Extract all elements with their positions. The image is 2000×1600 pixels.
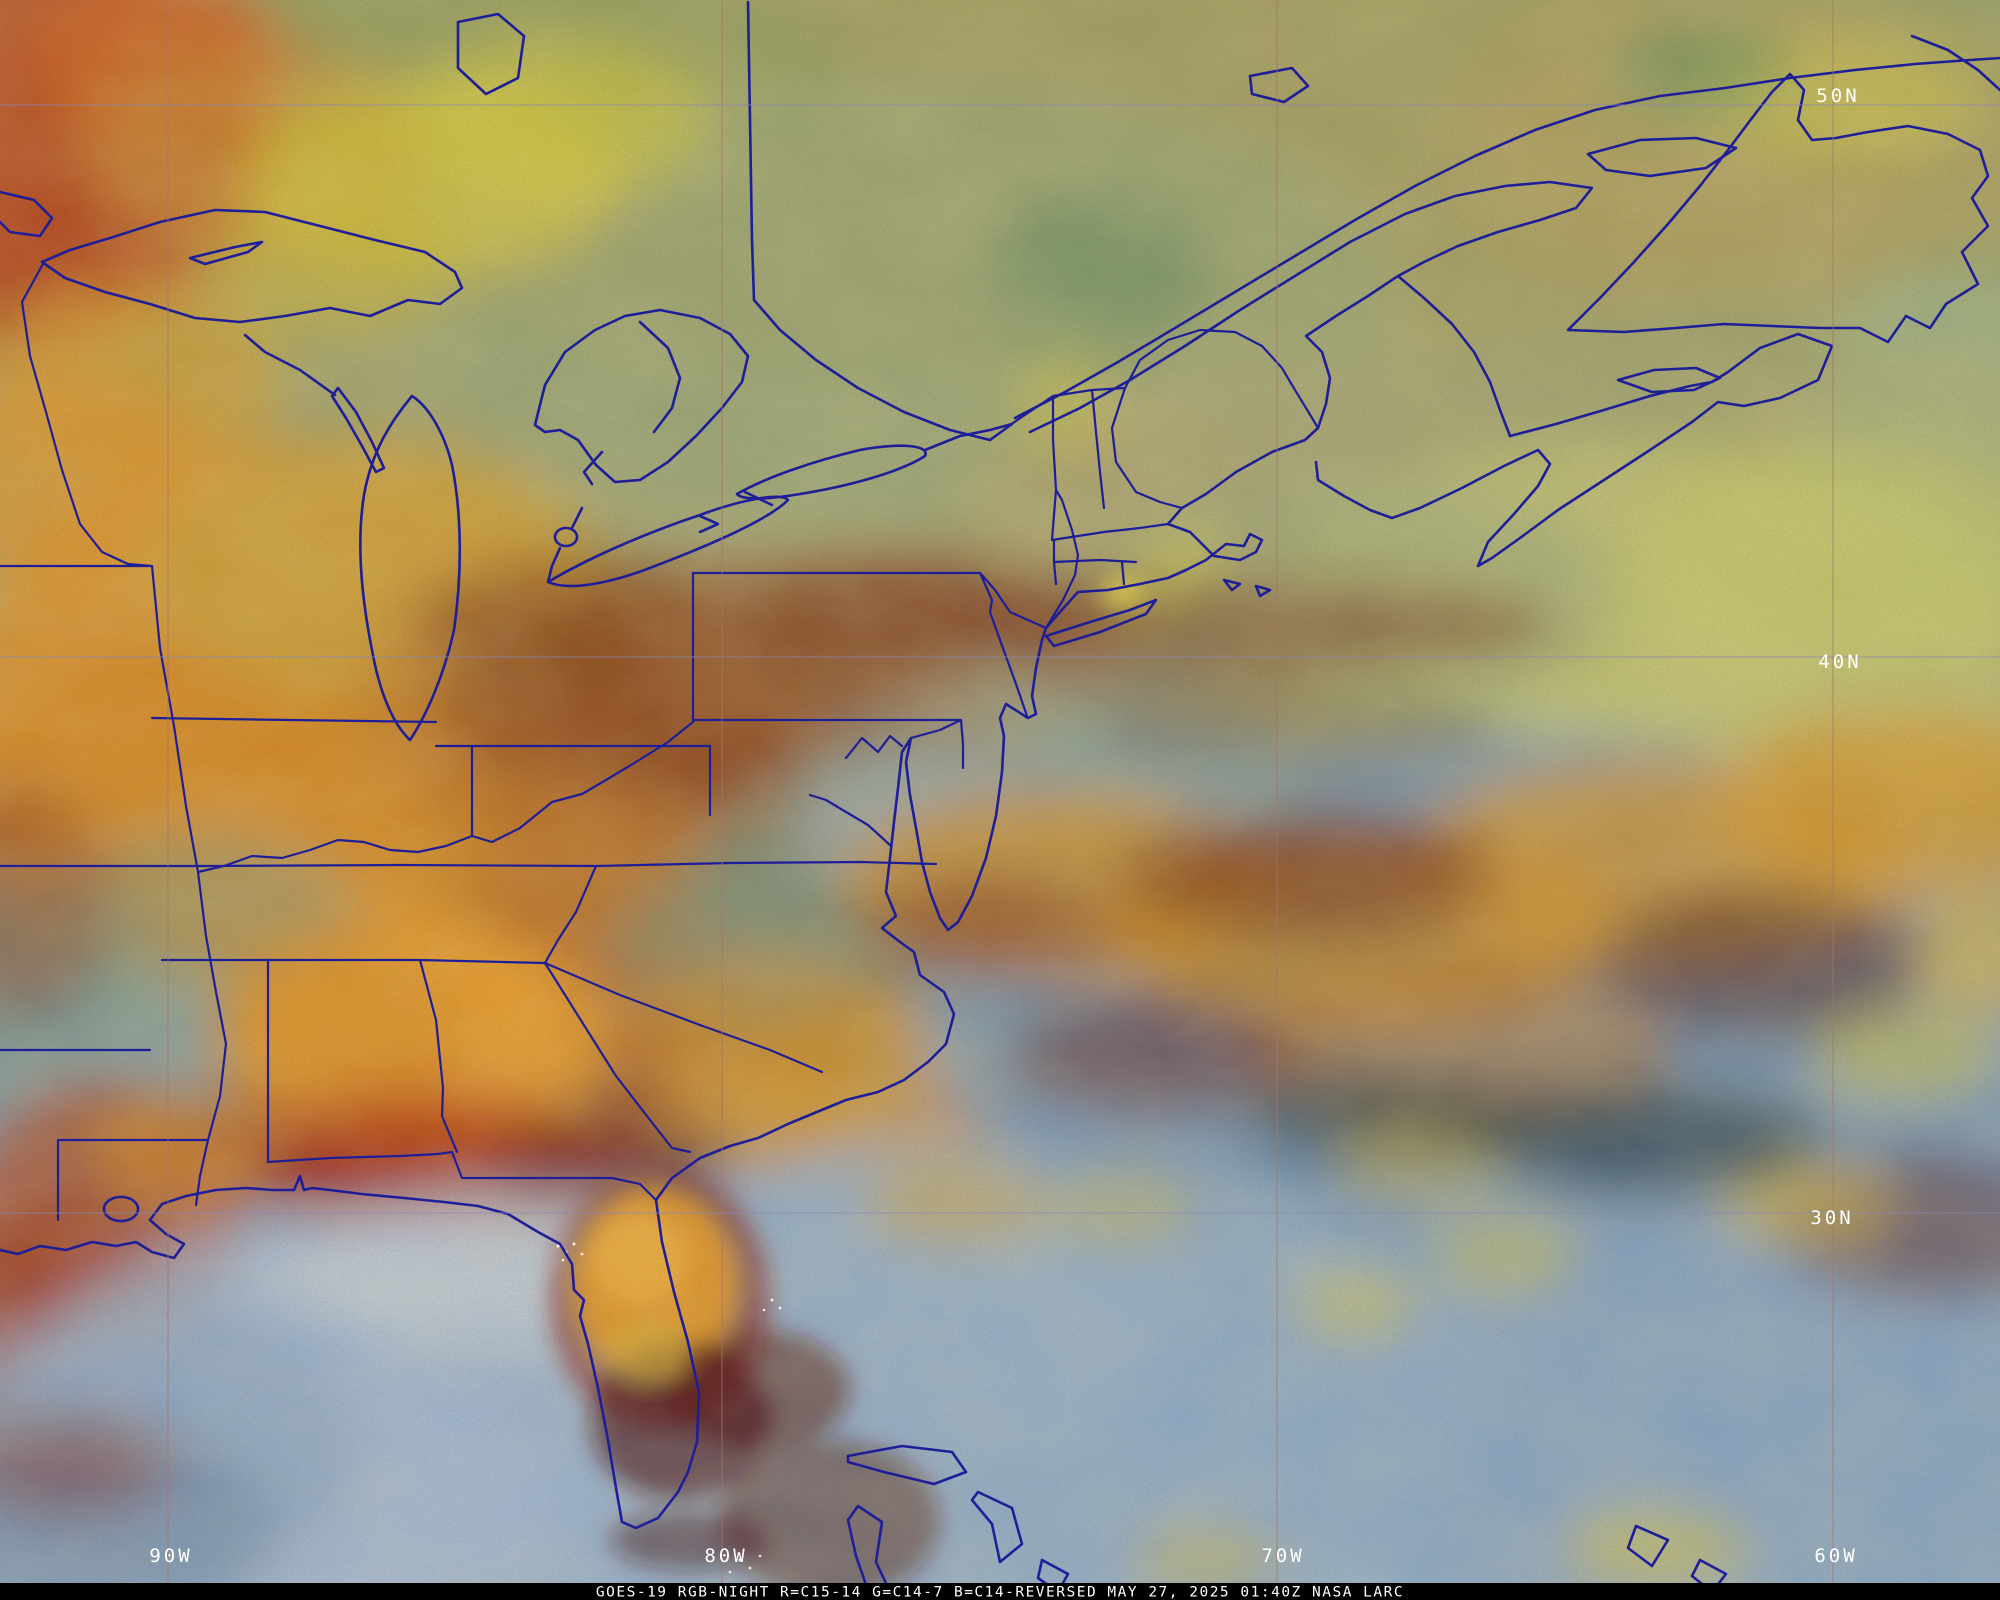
us-atlantic-gulf-coastline (0, 426, 1320, 1530)
caption-bar: GOES-19 RGB-NIGHT R=C15-14 G=C14-7 B=C14… (0, 1583, 2000, 1600)
lon-label-90w: 90W (149, 1545, 192, 1567)
lat-label-30n: 30N (1810, 1207, 1853, 1229)
lon-label-60w: 60W (1814, 1545, 1857, 1567)
lake-pontchartrain-outline (102, 1195, 140, 1223)
grid-labels: 50N 40N 30N 90W 80W 70W 60W (149, 85, 1861, 1567)
caption-background (0, 1583, 2000, 1600)
prince-edward-island-outline (1616, 366, 1722, 394)
canada-borders-st-lawrence (746, 0, 2000, 442)
lat-label-50n: 50N (1816, 85, 1859, 107)
lake-superior-outline (40, 208, 464, 324)
lake-michigan-outline (330, 386, 462, 742)
new-england-state-borders (1008, 328, 1320, 630)
ontario-lakes-outlines (0, 12, 1310, 397)
caption-text: GOES-19 RGB-NIGHT R=C15-14 G=C14-7 B=C14… (596, 1585, 1404, 1600)
lat-label-40n: 40N (1818, 651, 1861, 673)
long-island-outline (1044, 578, 1272, 648)
lake-ontario-outline (735, 422, 1014, 500)
us-state-borders (0, 260, 1048, 1222)
lon-label-80w: 80W (704, 1545, 747, 1567)
lon-label-70w: 70W (1261, 1545, 1304, 1567)
lake-huron-outline (533, 308, 750, 486)
lake-st-clair-outline (546, 506, 584, 584)
